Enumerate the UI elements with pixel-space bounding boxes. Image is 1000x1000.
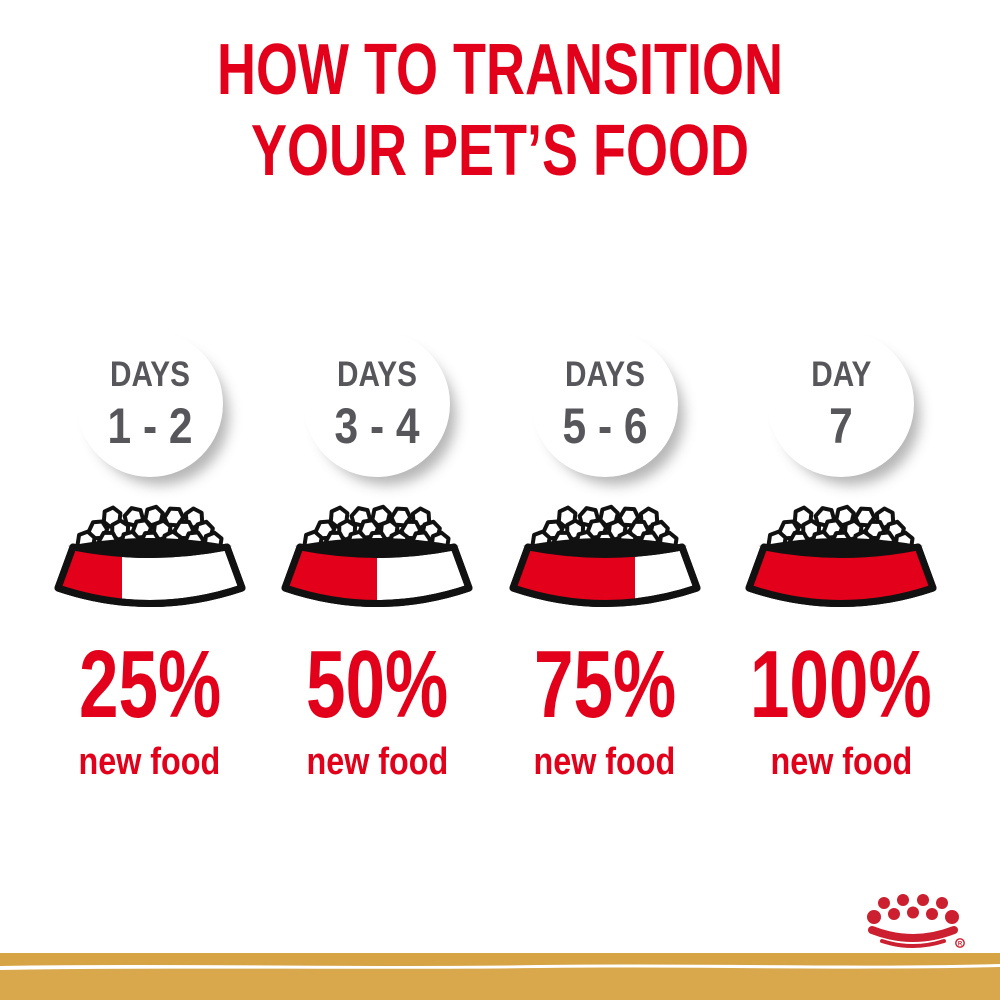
transition-step-2: DAYS 3 - 4 50% new food [263,330,490,783]
percent-caption: new food [770,740,913,783]
day-badge-label: DAY [811,354,872,394]
day-badge: DAYS 1 - 2 [76,330,223,477]
percent-new-food: 25% [78,630,221,738]
day-badge-label: DAYS [564,354,645,394]
percent-new-food: 50% [306,630,449,738]
food-bowl-icon [281,502,473,607]
day-badge: DAYS 5 - 6 [531,330,678,477]
transition-steps: DAYS 1 - 2 25% new food DAYS [0,330,1000,783]
day-badge-range: 5 - 6 [562,397,648,454]
registered-trademark-icon: R [955,938,965,948]
transition-step-1: DAYS 1 - 2 25% new food [36,330,263,783]
transition-step-4: DAY 7 100% new food [718,330,964,783]
gold-footer-band [0,953,1000,1000]
bowl-outline [54,543,246,607]
day-badge-label: DAYS [109,354,190,394]
day-badge-range: 1 - 2 [107,397,193,454]
bowl-rim [522,537,687,554]
day-badge: DAYS 3 - 4 [304,330,451,477]
percent-caption: new food [78,740,221,783]
title-line-1: HOW TO TRANSITION [217,30,783,110]
bowl-outline [509,543,701,607]
bowl-outline [281,543,473,607]
new-food-fill [57,546,122,602]
food-bowl-icon [509,502,701,607]
bowl-outline [745,543,937,607]
day-badge: DAY 7 [768,330,915,477]
bowl-rim [759,537,924,554]
new-food-fill [512,546,635,604]
bowl-rim [295,537,460,554]
day-badge-label: DAYS [337,354,418,394]
day-badge-range: 3 - 4 [334,397,420,454]
new-food-fill [285,546,378,604]
new-food-fill [749,546,934,604]
percent-caption: new food [533,740,676,783]
food-bowl-icon [54,502,246,607]
transition-step-3: DAYS 5 - 6 75% new food [491,330,718,783]
food-bowl-icon [745,502,937,607]
title-line-2: YOUR PET’S FOOD [250,111,750,192]
day-badge-range: 7 [829,397,854,454]
page-title: HOW TO TRANSITION YOUR PET’S FOOD [0,30,1000,193]
percent-new-food: 100% [750,630,933,738]
svg-text:R: R [958,941,963,947]
percent-caption: new food [306,740,449,783]
percent-new-food: 75% [533,630,676,738]
bowl-rim [67,537,232,554]
royal-canin-crown-logo: R [867,894,965,948]
